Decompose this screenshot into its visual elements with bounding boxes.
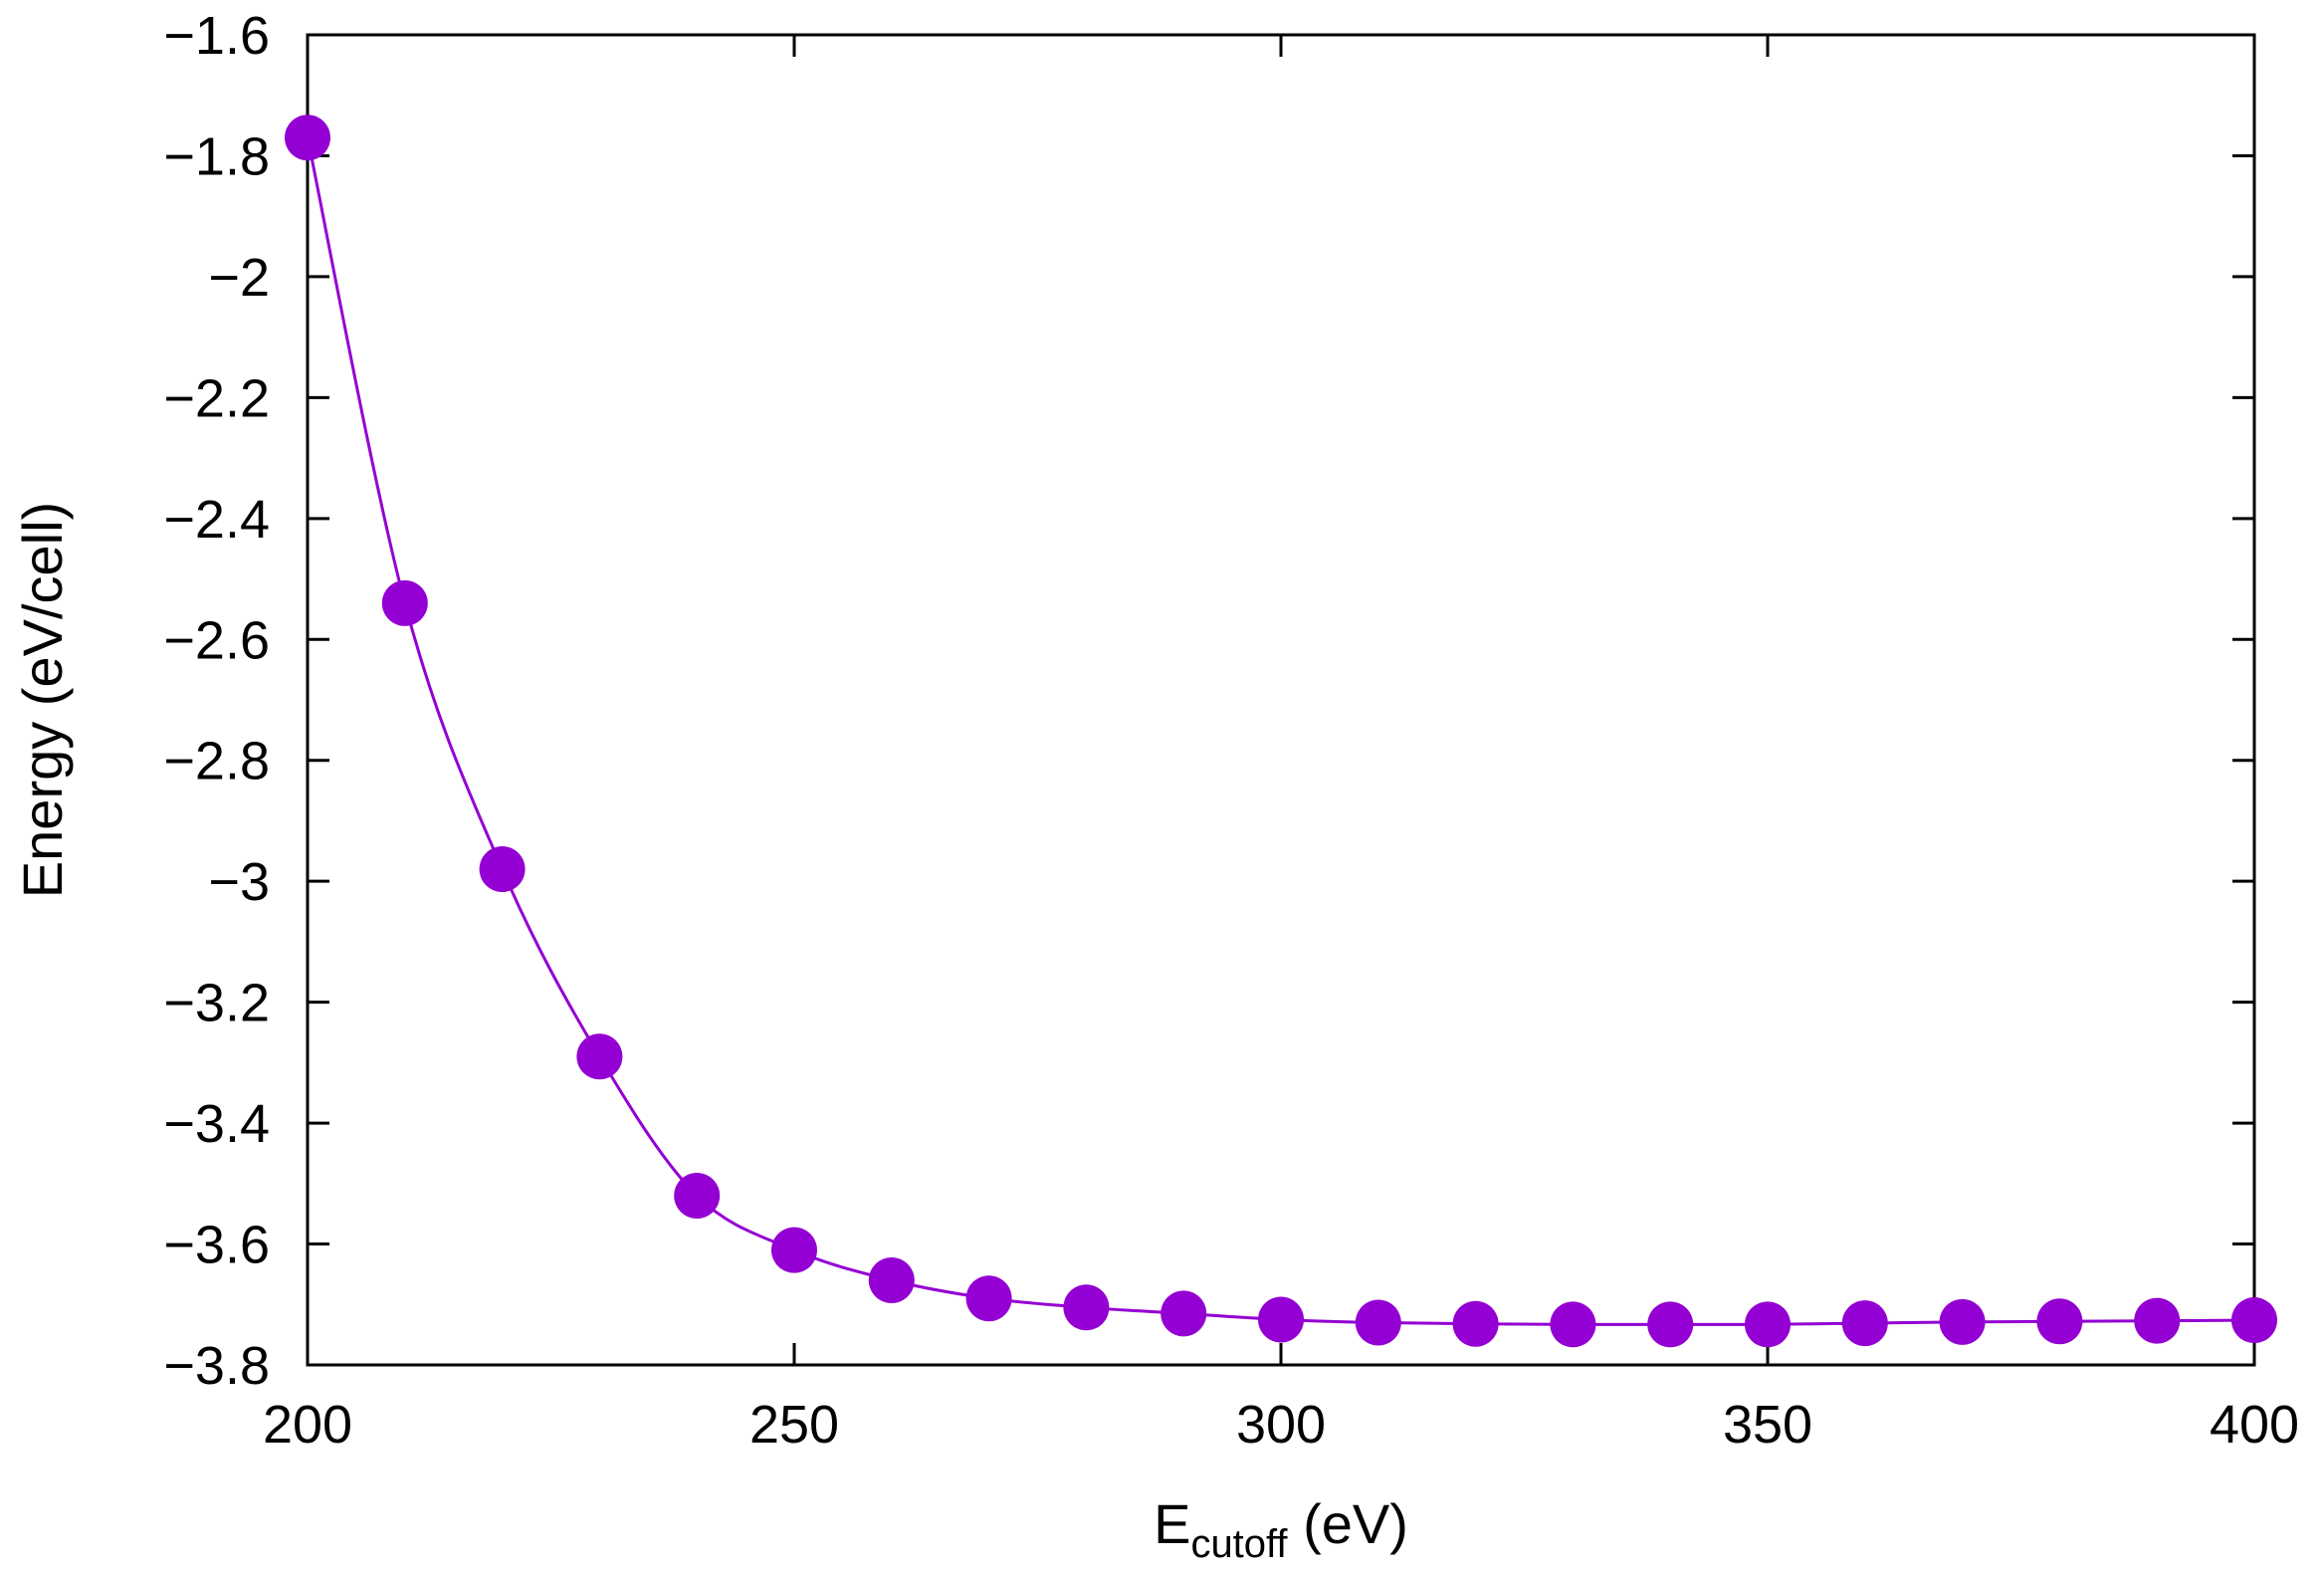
data-point <box>868 1256 915 1303</box>
data-point <box>381 579 428 626</box>
data-point <box>479 846 526 893</box>
data-point <box>285 114 330 161</box>
data-point <box>2134 1297 2181 1344</box>
x-tick-label: 400 <box>2210 1395 2299 1455</box>
data-point <box>2231 1297 2277 1344</box>
x-axis-label-subscript: cutoff <box>1190 1522 1288 1566</box>
data-point <box>674 1172 721 1219</box>
x-axis-label-suffix: (eV) <box>1288 1492 1408 1555</box>
x-tick-label: 250 <box>749 1395 839 1455</box>
data-point <box>965 1275 1012 1322</box>
x-axis-label: Ecutoff (eV) <box>1154 1492 1408 1566</box>
y-tick-label: −3.4 <box>163 1094 270 1154</box>
data-point <box>1647 1301 1694 1348</box>
y-tick-label: −3.6 <box>163 1216 270 1275</box>
x-tick-label: 300 <box>1236 1395 1326 1455</box>
data-point <box>576 1033 623 1080</box>
y-tick-label: −2.2 <box>163 368 270 428</box>
data-point <box>2036 1298 2083 1345</box>
y-tick-label: −2.8 <box>163 732 270 791</box>
data-point <box>1841 1300 1888 1347</box>
data-point <box>1063 1284 1110 1331</box>
x-tick-label: 350 <box>1723 1395 1812 1455</box>
data-point <box>1355 1299 1401 1346</box>
data-point <box>771 1227 817 1273</box>
data-point <box>1258 1296 1304 1343</box>
data-point <box>1452 1300 1499 1347</box>
y-tick-label: −1.6 <box>163 6 270 66</box>
y-tick-label: −1.8 <box>163 126 270 186</box>
data-point <box>1550 1301 1596 1348</box>
x-axis-ticks: 200 250 300 350 400 <box>263 35 2299 1455</box>
x-axis-label-main: E <box>1154 1492 1190 1555</box>
data-point <box>1745 1301 1791 1348</box>
y-tick-label: −2 <box>208 248 270 308</box>
y-tick-label: −3 <box>208 852 270 912</box>
y-tick-label: −2.4 <box>163 490 270 550</box>
y-tick-label: −3.8 <box>163 1336 270 1396</box>
x-tick-label: 200 <box>263 1395 352 1455</box>
series-layer <box>285 114 2277 1348</box>
y-axis-label: Energy (eV/cell) <box>11 502 74 898</box>
y-axis-ticks: −1.6 −1.8 −2 −2.2 −2.4 −2.6 −2.8 −3 −3.2 −3.4 −3.6… <box>163 6 2254 1396</box>
data-point <box>1939 1298 1986 1345</box>
y-tick-label: −2.6 <box>163 610 270 670</box>
data-point <box>1161 1290 1207 1337</box>
y-tick-label: −3.2 <box>163 974 270 1033</box>
